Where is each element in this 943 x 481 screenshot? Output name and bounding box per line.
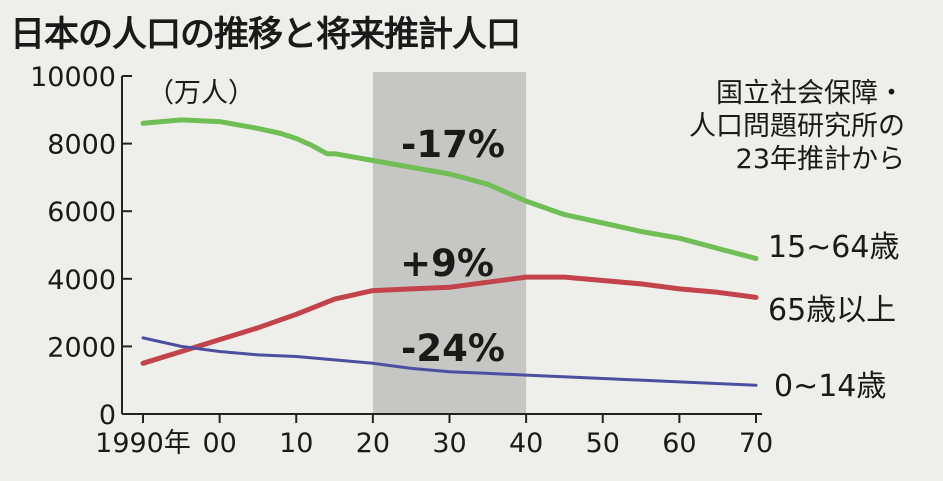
- source-note-line-2: 人口問題研究所の: [689, 111, 905, 142]
- x-tick-label: 60: [662, 428, 696, 459]
- series-label-working-age: 15~64歳: [768, 230, 899, 265]
- annotation-elderly-change: +9%: [400, 242, 494, 285]
- annotation-working-age-change: -17%: [401, 123, 505, 166]
- y-tick-label: 6000: [47, 197, 116, 228]
- series-line-children: [141, 336, 758, 387]
- y-tick-label: 10000: [30, 62, 116, 93]
- y-tick-label: 8000: [47, 130, 116, 161]
- y-tick-label: 4000: [47, 265, 116, 296]
- x-tick-label: 30: [432, 428, 466, 459]
- source-note-line-1: 国立社会保障・: [716, 78, 905, 109]
- x-tick-label: 20: [356, 428, 390, 459]
- series-label-children: 0~14歳: [774, 369, 886, 404]
- series-line-working-age: [140, 117, 759, 261]
- y-tick-label: 2000: [47, 332, 116, 363]
- series-label-elderly: 65歳以上: [768, 293, 896, 328]
- projection-shade: [372, 72, 527, 415]
- axes: 0 2000 4000 6000 8000 10000 1990年 00 10 20 30 40 50 6…: [30, 62, 773, 459]
- series-lines: [140, 117, 759, 387]
- source-note-line-3: 23年推計から: [736, 144, 905, 175]
- x-tick-label: 1990年: [95, 428, 191, 459]
- x-tick-label: 50: [586, 428, 620, 459]
- x-tick-label: 40: [509, 428, 543, 459]
- annotation-children-change: -24%: [401, 327, 505, 370]
- x-tick-label: 70: [739, 428, 773, 459]
- series-line-elderly: [140, 274, 759, 366]
- chart-title: 日本の人口の推移と将来推計人口: [10, 15, 520, 55]
- x-tick-label: 00: [202, 428, 236, 459]
- x-tick-label: 10: [279, 428, 313, 459]
- y-axis-unit: （万人）: [147, 78, 255, 109]
- y-tick-label: 0: [99, 400, 116, 431]
